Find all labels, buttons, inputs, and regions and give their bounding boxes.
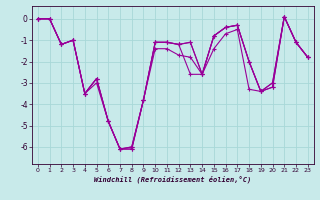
X-axis label: Windchill (Refroidissement éolien,°C): Windchill (Refroidissement éolien,°C)	[94, 176, 252, 183]
